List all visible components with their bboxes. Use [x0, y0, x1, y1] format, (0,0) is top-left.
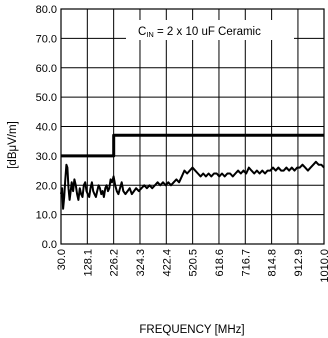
x-tick-label: 422.4: [161, 249, 173, 277]
x-tick-label: 912.9: [293, 249, 305, 277]
annotation-text: CIN = 2 x 10 uF Ceramic: [138, 26, 261, 39]
emission-trace: [60, 160, 325, 210]
y-axis-label: [dBμV/m]: [7, 121, 19, 169]
y-tick-label: 20.0: [36, 180, 57, 192]
series-layer: [60, 133, 325, 210]
x-tick-label: 618.6: [214, 249, 226, 277]
limit-line: [61, 133, 324, 158]
x-tick-labels: 30.0 128.1 226.2 324.3 422.4 520.5 618.6 716.7 8…: [56, 249, 328, 283]
y-tick-label: 30.0: [36, 151, 57, 163]
grid: [60, 8, 325, 245]
x-tick-label: 1010.0: [319, 249, 328, 283]
y-tick-label: 50.0: [36, 92, 57, 104]
x-tick-label: 814.8: [267, 249, 279, 277]
y-tick-label: 80.0: [36, 4, 57, 16]
y-tick-label: 0.0: [42, 239, 57, 251]
y-tick-label: 40.0: [36, 122, 57, 134]
x-tick-label: 324.3: [135, 249, 147, 277]
x-axis-label: FREQUENCY [MHz]: [139, 324, 244, 336]
x-tick-label: 226.2: [109, 249, 121, 277]
x-tick-label: 128.1: [82, 249, 94, 277]
x-tick-label: 30.0: [56, 249, 68, 270]
x-tick-label: 716.7: [240, 249, 252, 277]
y-tick-label: 60.0: [36, 63, 57, 75]
x-tick-label: 520.5: [188, 249, 200, 277]
y-tick-label: 10.0: [36, 210, 57, 222]
y-tick-label: 70.0: [36, 33, 57, 45]
y-tick-labels: 0.0 10.0 20.0 30.0 40.0 50.0 60.0 70.0 80.0: [36, 4, 57, 251]
plot-frame: [60, 8, 325, 245]
annotation-background: [126, 20, 294, 40]
